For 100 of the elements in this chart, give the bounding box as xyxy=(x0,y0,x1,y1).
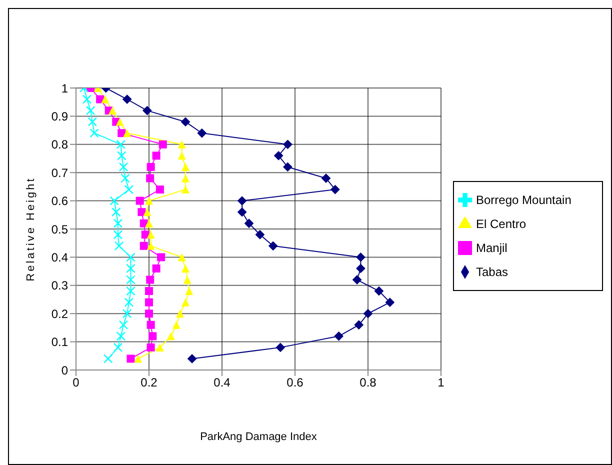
point xyxy=(182,174,190,182)
y-tick-label: 0.7 xyxy=(51,166,68,180)
point xyxy=(181,117,190,126)
y-axis-title: Relative Height xyxy=(24,176,37,282)
point xyxy=(113,342,123,352)
legend-label: Tabas xyxy=(476,264,508,278)
point xyxy=(148,332,157,340)
point xyxy=(116,140,126,149)
point xyxy=(158,140,167,148)
x-tick-label: 0.8 xyxy=(360,376,377,390)
point xyxy=(156,343,164,352)
point xyxy=(113,218,123,228)
y-tick-label: 0.5 xyxy=(51,222,68,236)
point xyxy=(238,208,247,217)
y-tick-label: 0.1 xyxy=(51,335,68,350)
point xyxy=(118,162,128,172)
point xyxy=(82,94,92,104)
point xyxy=(182,298,190,306)
x-tick-label: 0 xyxy=(72,376,80,390)
point xyxy=(188,354,197,364)
point xyxy=(116,332,126,341)
point xyxy=(146,230,155,239)
point xyxy=(124,184,134,194)
point xyxy=(185,287,194,296)
point xyxy=(157,253,166,262)
point xyxy=(182,162,190,171)
point xyxy=(238,196,247,206)
point xyxy=(88,117,98,126)
point xyxy=(145,219,153,228)
point xyxy=(118,320,128,330)
point xyxy=(126,275,136,284)
point xyxy=(255,230,264,240)
point xyxy=(145,310,153,318)
point xyxy=(124,298,134,307)
x-tick-label: 0.2 xyxy=(140,376,158,390)
point xyxy=(182,264,190,272)
point xyxy=(374,286,384,296)
point xyxy=(136,196,144,205)
point xyxy=(322,174,331,183)
point xyxy=(122,309,132,318)
point xyxy=(182,186,190,194)
point xyxy=(122,94,132,104)
point xyxy=(123,129,132,138)
point xyxy=(334,332,344,341)
legend-label: Manjil xyxy=(476,240,508,254)
point xyxy=(117,151,126,160)
legend-label: Borrego Mountain xyxy=(476,192,572,206)
point xyxy=(356,252,366,262)
point xyxy=(172,320,180,329)
point xyxy=(90,128,99,138)
point xyxy=(146,162,155,171)
point xyxy=(276,342,285,352)
x-tick-label: 1 xyxy=(438,376,445,390)
point xyxy=(126,354,135,363)
point xyxy=(112,207,121,217)
y-tick-label: 0.3 xyxy=(51,278,68,293)
x-tick-label: 0.4 xyxy=(214,376,231,390)
point xyxy=(145,298,153,306)
point xyxy=(330,185,340,194)
point xyxy=(244,218,254,228)
point xyxy=(178,140,186,148)
point xyxy=(101,95,110,104)
legend-label: El Centro xyxy=(476,216,526,230)
point xyxy=(86,106,96,116)
point xyxy=(146,174,154,182)
y-tick-label: 0 xyxy=(61,363,68,378)
point xyxy=(110,196,119,206)
point xyxy=(283,140,292,149)
point xyxy=(146,343,155,352)
point xyxy=(126,252,136,262)
y-tick-label: 1 xyxy=(61,81,68,96)
y-tick-label: 0.2 xyxy=(51,306,68,321)
point xyxy=(126,264,136,274)
point xyxy=(120,174,130,183)
point xyxy=(118,129,126,138)
point xyxy=(104,354,113,364)
point xyxy=(134,354,142,363)
point xyxy=(126,286,136,296)
point xyxy=(146,276,154,284)
point xyxy=(140,242,148,250)
y-tick-label: 0.8 xyxy=(51,138,68,152)
point xyxy=(143,208,152,216)
point xyxy=(152,264,160,272)
point xyxy=(116,118,124,126)
point xyxy=(178,253,186,262)
point xyxy=(156,186,164,194)
point xyxy=(274,151,284,160)
point xyxy=(145,287,153,296)
point xyxy=(197,128,206,138)
point xyxy=(138,208,146,216)
point xyxy=(113,230,123,240)
point xyxy=(146,320,155,329)
point xyxy=(268,241,278,250)
point xyxy=(364,309,372,318)
point xyxy=(146,242,155,250)
point xyxy=(283,162,292,172)
y-tick-label: 0.6 xyxy=(51,194,68,208)
point xyxy=(356,264,366,273)
point xyxy=(108,106,116,115)
point xyxy=(354,320,364,330)
